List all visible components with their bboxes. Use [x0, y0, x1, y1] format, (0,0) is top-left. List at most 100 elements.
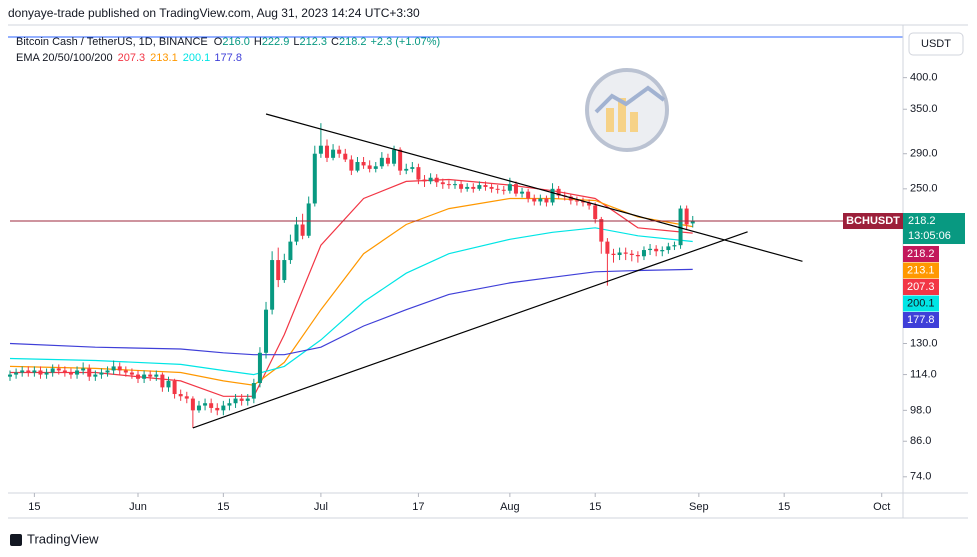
candle-body [611, 253, 616, 255]
candle-body [257, 352, 262, 384]
candle-body [99, 372, 104, 375]
candle-body [68, 372, 73, 375]
candle-body [410, 167, 415, 169]
x-tick-label: Oct [873, 501, 890, 513]
candle-body [465, 186, 470, 189]
x-tick-label: 17 [412, 501, 424, 513]
candle-body [196, 405, 201, 411]
candle-body [581, 201, 586, 203]
candle-body [93, 374, 98, 377]
candle-body [660, 250, 665, 252]
x-tick-label: Jun [129, 501, 147, 513]
candle-body [270, 260, 275, 310]
candle-body [507, 184, 512, 191]
legend-title: Bitcoin Cash / TetherUS, 1D, BINANCE [16, 36, 208, 48]
candle-body [14, 372, 19, 375]
ohlc-key: O [214, 36, 223, 48]
candle-body [379, 157, 384, 167]
candle-body [294, 224, 299, 242]
candle-body [416, 167, 421, 180]
logo-arrow [594, 85, 666, 114]
indicator-name: EMA 20/50/100/200 [16, 52, 113, 64]
candle-body [56, 368, 61, 371]
candle-body [343, 153, 348, 160]
candle-body [398, 149, 403, 171]
ema-value: 213.1 [150, 52, 178, 64]
ema-line [9, 197, 693, 386]
ohlc-value: 212.3 [299, 36, 327, 48]
candle-body [209, 403, 214, 408]
footer: TradingView [10, 531, 99, 546]
candle-body [337, 149, 342, 154]
ema-line [10, 178, 693, 397]
candle-body [385, 157, 390, 164]
candle-body [617, 252, 622, 255]
symbol-label: BCHUSDT [846, 215, 900, 227]
candle-body [26, 370, 31, 373]
candle-body [495, 188, 500, 190]
y-tick-label: 400.0 [910, 72, 938, 84]
ema-value: 200.1 [183, 52, 210, 64]
candle-body [32, 370, 37, 373]
ohlc-key: C [331, 36, 339, 48]
candle-body [544, 198, 549, 203]
candle-body [520, 191, 525, 194]
x-tick-label: 15 [28, 501, 40, 513]
ema-line [9, 268, 693, 356]
candle-body [136, 374, 141, 379]
publisher: donyaye-trade published on TradingView.c… [8, 6, 420, 20]
watermark-logo [585, 68, 669, 152]
candle-body [489, 186, 494, 189]
currency-button[interactable] [908, 32, 964, 56]
candle-body [550, 188, 555, 203]
candle-body [251, 383, 256, 399]
change: +2.3 (+1.07%) [370, 36, 440, 48]
x-tick-label: 15 [778, 501, 790, 513]
candle-body [349, 159, 354, 171]
candle-body [129, 372, 134, 375]
candle-body [215, 407, 220, 411]
candle-body [239, 398, 244, 401]
candle-body [324, 145, 329, 158]
x-tick-label: Jul [314, 501, 328, 513]
candle-body [148, 374, 153, 377]
y-tick-label: 98.0 [910, 404, 931, 416]
candle-body [690, 221, 695, 224]
candle-body [306, 203, 311, 236]
ohlc-key: L [293, 36, 299, 48]
currency-label[interactable]: USDT [921, 38, 951, 50]
candle-body [373, 166, 378, 169]
value-tag-label: 207.3 [907, 281, 935, 293]
candle-body [142, 374, 147, 379]
candle-body [404, 168, 409, 171]
x-tick-label: 15 [217, 501, 229, 513]
candle-body [605, 241, 610, 254]
trendline [192, 231, 748, 429]
candle-body [81, 368, 86, 371]
candle-body [629, 253, 634, 255]
candle-body [428, 177, 433, 182]
candle-body [184, 396, 189, 399]
ohlc-value: 216.0 [222, 36, 250, 48]
value-tag-label: 213.1 [907, 264, 935, 276]
y-tick-label: 86.0 [910, 435, 931, 447]
candle-body [203, 403, 208, 406]
legend-row: EMA 20/50/100/200 207.3 213.1 200.1 177.8 [16, 52, 242, 64]
candle-body [44, 372, 49, 375]
candle-body [105, 370, 110, 373]
candle-body [276, 260, 281, 281]
logo-bar [606, 108, 614, 132]
ohlc-value: 222.9 [262, 36, 290, 48]
candle-body [300, 224, 305, 236]
ema-value: 207.3 [118, 52, 146, 64]
candle-body [160, 374, 165, 388]
candle-body [264, 309, 269, 353]
y-tick-label: 130.0 [910, 337, 938, 349]
candle-body [312, 153, 317, 204]
candle-body [288, 241, 293, 261]
candle-body [623, 252, 628, 254]
value-tag [903, 295, 939, 312]
candle-body [75, 370, 80, 375]
candle-body [574, 200, 579, 202]
